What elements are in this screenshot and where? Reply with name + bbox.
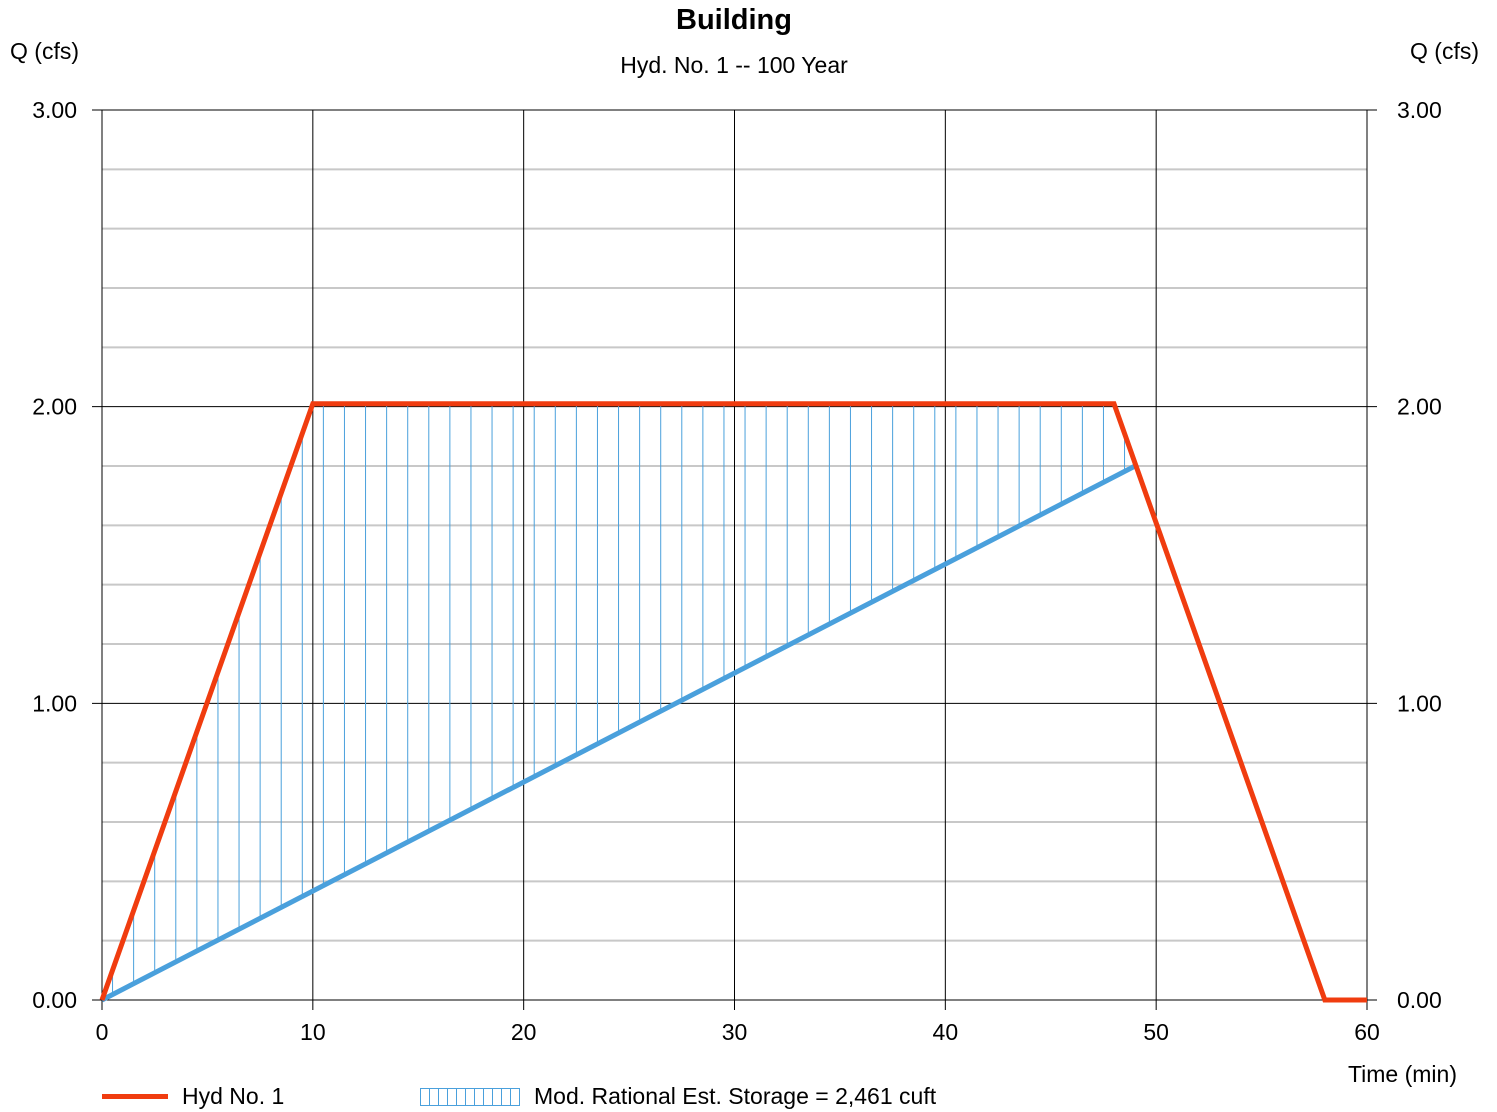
x-axis-label: Time (min) [1347, 1061, 1457, 1087]
legend-item-storage: Mod. Rational Est. Storage = 2,461 cuft [420, 1083, 936, 1110]
x-tick-label: 0 [96, 1019, 109, 1045]
hyd-series-line [99, 401, 1367, 1003]
legend-label-storage: Mod. Rational Est. Storage = 2,461 cuft [534, 1083, 937, 1109]
y-tick-label-right: 0.00 [1397, 987, 1442, 1013]
chart-subtitle: Hyd. No. 1 -- 100 Year [620, 52, 848, 78]
x-tick-label: 20 [511, 1019, 537, 1045]
y-axis-label-right: Q (cfs) [1410, 38, 1479, 64]
x-tick-label: 60 [1354, 1019, 1380, 1045]
y-tick-label-left: 1.00 [32, 690, 77, 716]
y-tick-label-right: 2.00 [1397, 394, 1442, 420]
legend-hatch-swatch [420, 1087, 520, 1106]
y-tick-label-left: 3.00 [32, 97, 77, 123]
y-tick-label-right: 1.00 [1397, 690, 1442, 716]
chart-title: Building [676, 4, 792, 36]
legend-label-hyd: Hyd No. 1 [182, 1083, 285, 1109]
legend-item-hyd: Hyd No. 1 [102, 1083, 284, 1110]
y-tick-label-left: 2.00 [32, 394, 77, 420]
y-axis-label-left: Q (cfs) [10, 38, 79, 64]
legend-line-swatch [102, 1094, 168, 1099]
x-tick-label: 30 [722, 1019, 748, 1045]
y-tick-label-left: 0.00 [32, 987, 77, 1013]
x-tick-label: 40 [933, 1019, 959, 1045]
outflow-series-line [100, 463, 1137, 1003]
y-tick-label-right: 3.00 [1397, 97, 1442, 123]
x-tick-label: 10 [300, 1019, 326, 1045]
x-tick-label: 50 [1143, 1019, 1169, 1045]
